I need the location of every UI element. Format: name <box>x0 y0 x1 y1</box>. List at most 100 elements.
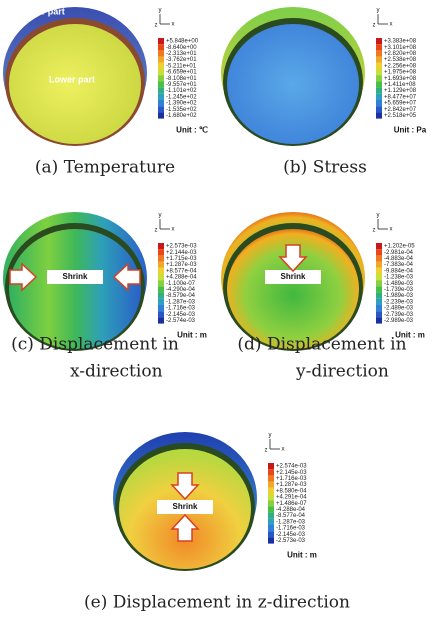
legend-swatch <box>158 249 164 256</box>
legend-swatch <box>158 292 164 299</box>
axis-label: x <box>172 227 175 233</box>
legend-swatch <box>376 261 382 268</box>
legend-label: +2.820e+08 <box>384 51 417 57</box>
legend-label: -1.245e+02 <box>166 94 197 100</box>
axis-label: y <box>159 213 162 219</box>
legend-label: -2.989e-03 <box>384 318 414 324</box>
legend-label: -2.489e-03 <box>384 306 414 312</box>
axis-label: x <box>282 447 285 453</box>
annotation: Upper part <box>19 6 65 16</box>
legend-label: -8.577e-04 <box>276 513 306 519</box>
caption: x-direction <box>70 362 163 382</box>
legend-label: +1.715e-03 <box>166 256 197 262</box>
legend-label: -2.573e-03 <box>276 538 306 544</box>
legend-swatch <box>268 531 274 538</box>
legend-swatch <box>376 38 382 45</box>
legend-label: -8.108e+01 <box>166 76 197 82</box>
legend-label: -9.557e+01 <box>166 82 197 88</box>
axis-label: y <box>159 8 162 14</box>
dome-inner <box>9 24 141 144</box>
arrow <box>170 513 200 542</box>
legend-label: -6.659e+01 <box>166 70 197 76</box>
legend-swatch <box>376 75 382 82</box>
legend-swatch <box>268 469 274 476</box>
legend-swatch <box>158 267 164 274</box>
caption: (c) Displacement in <box>11 335 179 355</box>
legend-label: +5.848e+00 <box>166 39 199 45</box>
label-box <box>47 270 103 284</box>
legend-label: +2.842e+07 <box>384 107 417 113</box>
label-box <box>157 500 213 514</box>
legend-label: -1.390e+02 <box>166 101 197 107</box>
panel: y z x +3.383e+08+3.101e+08+2.820e+08+2.538e… <box>221 7 427 146</box>
legend-swatch <box>268 512 274 519</box>
legend-label: -1.287e-03 <box>276 519 306 525</box>
legend-swatch <box>158 298 164 305</box>
legend-label: -1.287e-03 <box>166 299 196 305</box>
dome-inner <box>227 229 359 349</box>
panel: y z x +1.202e-05-2.981e-04-4.883e-04-7.383e… <box>221 212 425 351</box>
unit-label: Unit : m <box>395 331 425 340</box>
caption: (d) Displacement in <box>237 335 406 355</box>
unit-label: Unit : ℃ <box>176 126 208 135</box>
legend-label: +2.144e-03 <box>166 250 197 256</box>
legend-label: +3.383e+08 <box>384 39 417 45</box>
legend-label: +1.693e+08 <box>384 76 417 82</box>
legend-label: -5.211e+01 <box>166 63 197 69</box>
legend-swatch <box>376 286 382 293</box>
axis-label: y <box>377 213 380 219</box>
legend-label: -9.884e-04 <box>384 268 414 274</box>
annotation: Shrink <box>63 272 88 281</box>
legend-swatch <box>376 50 382 57</box>
legend-swatch <box>158 243 164 250</box>
legend-label: -4.290e-04 <box>166 287 196 293</box>
legend-swatch <box>268 518 274 525</box>
arrow <box>112 262 141 292</box>
legend-swatch <box>376 87 382 94</box>
annotation: Lower part <box>49 74 95 84</box>
legend-swatch <box>376 112 382 119</box>
panel: y z x +5.848e+00-8.640e+00-2.313e+01-3.762e… <box>3 6 208 146</box>
legend-swatch <box>376 243 382 250</box>
legend-swatch <box>158 50 164 57</box>
legend-swatch <box>158 311 164 318</box>
legend-label: +2.145e-03 <box>276 470 307 476</box>
legend-swatch <box>376 274 382 281</box>
legend-swatch <box>158 274 164 281</box>
legend-swatch <box>268 475 274 482</box>
legend-label: +8.580e-04 <box>276 488 307 494</box>
axis-label: x <box>390 227 393 233</box>
legend-swatch <box>158 255 164 262</box>
legend-label: +2.518e+05 <box>384 113 417 119</box>
annotation: Shrink <box>173 502 198 511</box>
legend-swatch <box>158 317 164 324</box>
legend-label: -2.739e-03 <box>384 312 414 318</box>
legend-label: -2.145e-03 <box>276 532 306 538</box>
legend-label: +1.202e-05 <box>384 244 415 250</box>
legend-swatch <box>158 87 164 94</box>
legend-swatch <box>158 56 164 63</box>
legend-label: -1.680e+02 <box>166 113 197 119</box>
legend-label: +4.291e-04 <box>276 495 307 501</box>
legend-swatch <box>158 81 164 88</box>
arrow <box>9 262 38 292</box>
legend-swatch <box>268 463 274 470</box>
legend-label: -1.238e-03 <box>384 275 414 281</box>
legend-label: -4.883e-04 <box>384 256 414 262</box>
label-box <box>265 270 321 284</box>
panel: y z x +2.574e-03+2.145e-03+1.716e-03+1.287e… <box>113 432 317 571</box>
legend-label: +1.486e-07 <box>276 501 307 507</box>
legend-swatch <box>376 298 382 305</box>
legend-swatch <box>376 81 382 88</box>
arrow <box>278 244 308 273</box>
axis-label: z <box>373 228 376 234</box>
legend-swatch <box>268 537 274 544</box>
legend-label: -2.981e-04 <box>384 250 414 256</box>
legend-label: -1.489e-03 <box>384 281 414 287</box>
legend-swatch <box>376 292 382 299</box>
legend-label: -3.762e+01 <box>166 57 197 63</box>
legend-label: -7.383e-04 <box>384 262 414 268</box>
legend-swatch <box>158 100 164 107</box>
legend-swatch <box>158 44 164 51</box>
